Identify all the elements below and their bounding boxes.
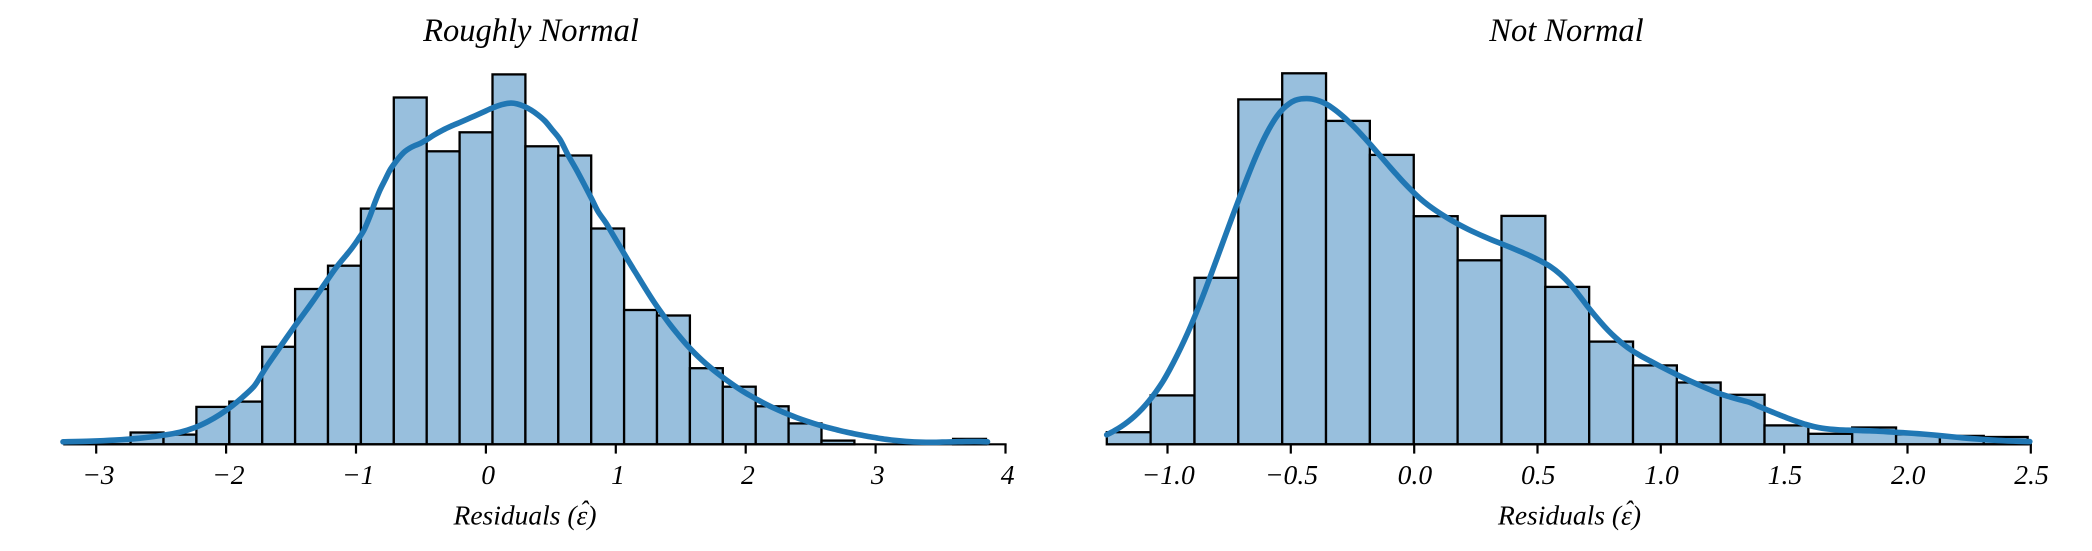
svg-text:2.5: 2.5	[2014, 459, 2049, 490]
svg-text:ˆ: ˆ	[1624, 496, 1634, 525]
svg-text:−2: −2	[212, 459, 245, 490]
svg-text:1.0: 1.0	[1644, 459, 1679, 490]
svg-text:2: 2	[741, 459, 755, 490]
svg-text:ˆ: ˆ	[580, 496, 590, 525]
svg-text:Not Normal: Not Normal	[1488, 13, 1643, 49]
svg-text:4: 4	[1001, 459, 1015, 490]
svg-text:2.0: 2.0	[1891, 459, 1926, 490]
svg-text:0.5: 0.5	[1521, 459, 1556, 490]
svg-text:−1.0: −1.0	[1142, 459, 1195, 490]
svg-text:Roughly Normal: Roughly Normal	[422, 13, 639, 49]
svg-text:Residuals (ε): Residuals (ε)	[453, 500, 597, 531]
svg-text:0: 0	[481, 459, 495, 490]
svg-text:−0.5: −0.5	[1265, 459, 1318, 490]
svg-text:1: 1	[611, 459, 625, 490]
svg-text:1.5: 1.5	[1768, 459, 1803, 490]
svg-text:Residuals (ε): Residuals (ε)	[1497, 500, 1641, 531]
svg-text:0.0: 0.0	[1398, 459, 1433, 490]
svg-text:−1: −1	[342, 459, 374, 490]
svg-text:−3: −3	[82, 459, 114, 490]
svg-text:3: 3	[870, 459, 885, 490]
